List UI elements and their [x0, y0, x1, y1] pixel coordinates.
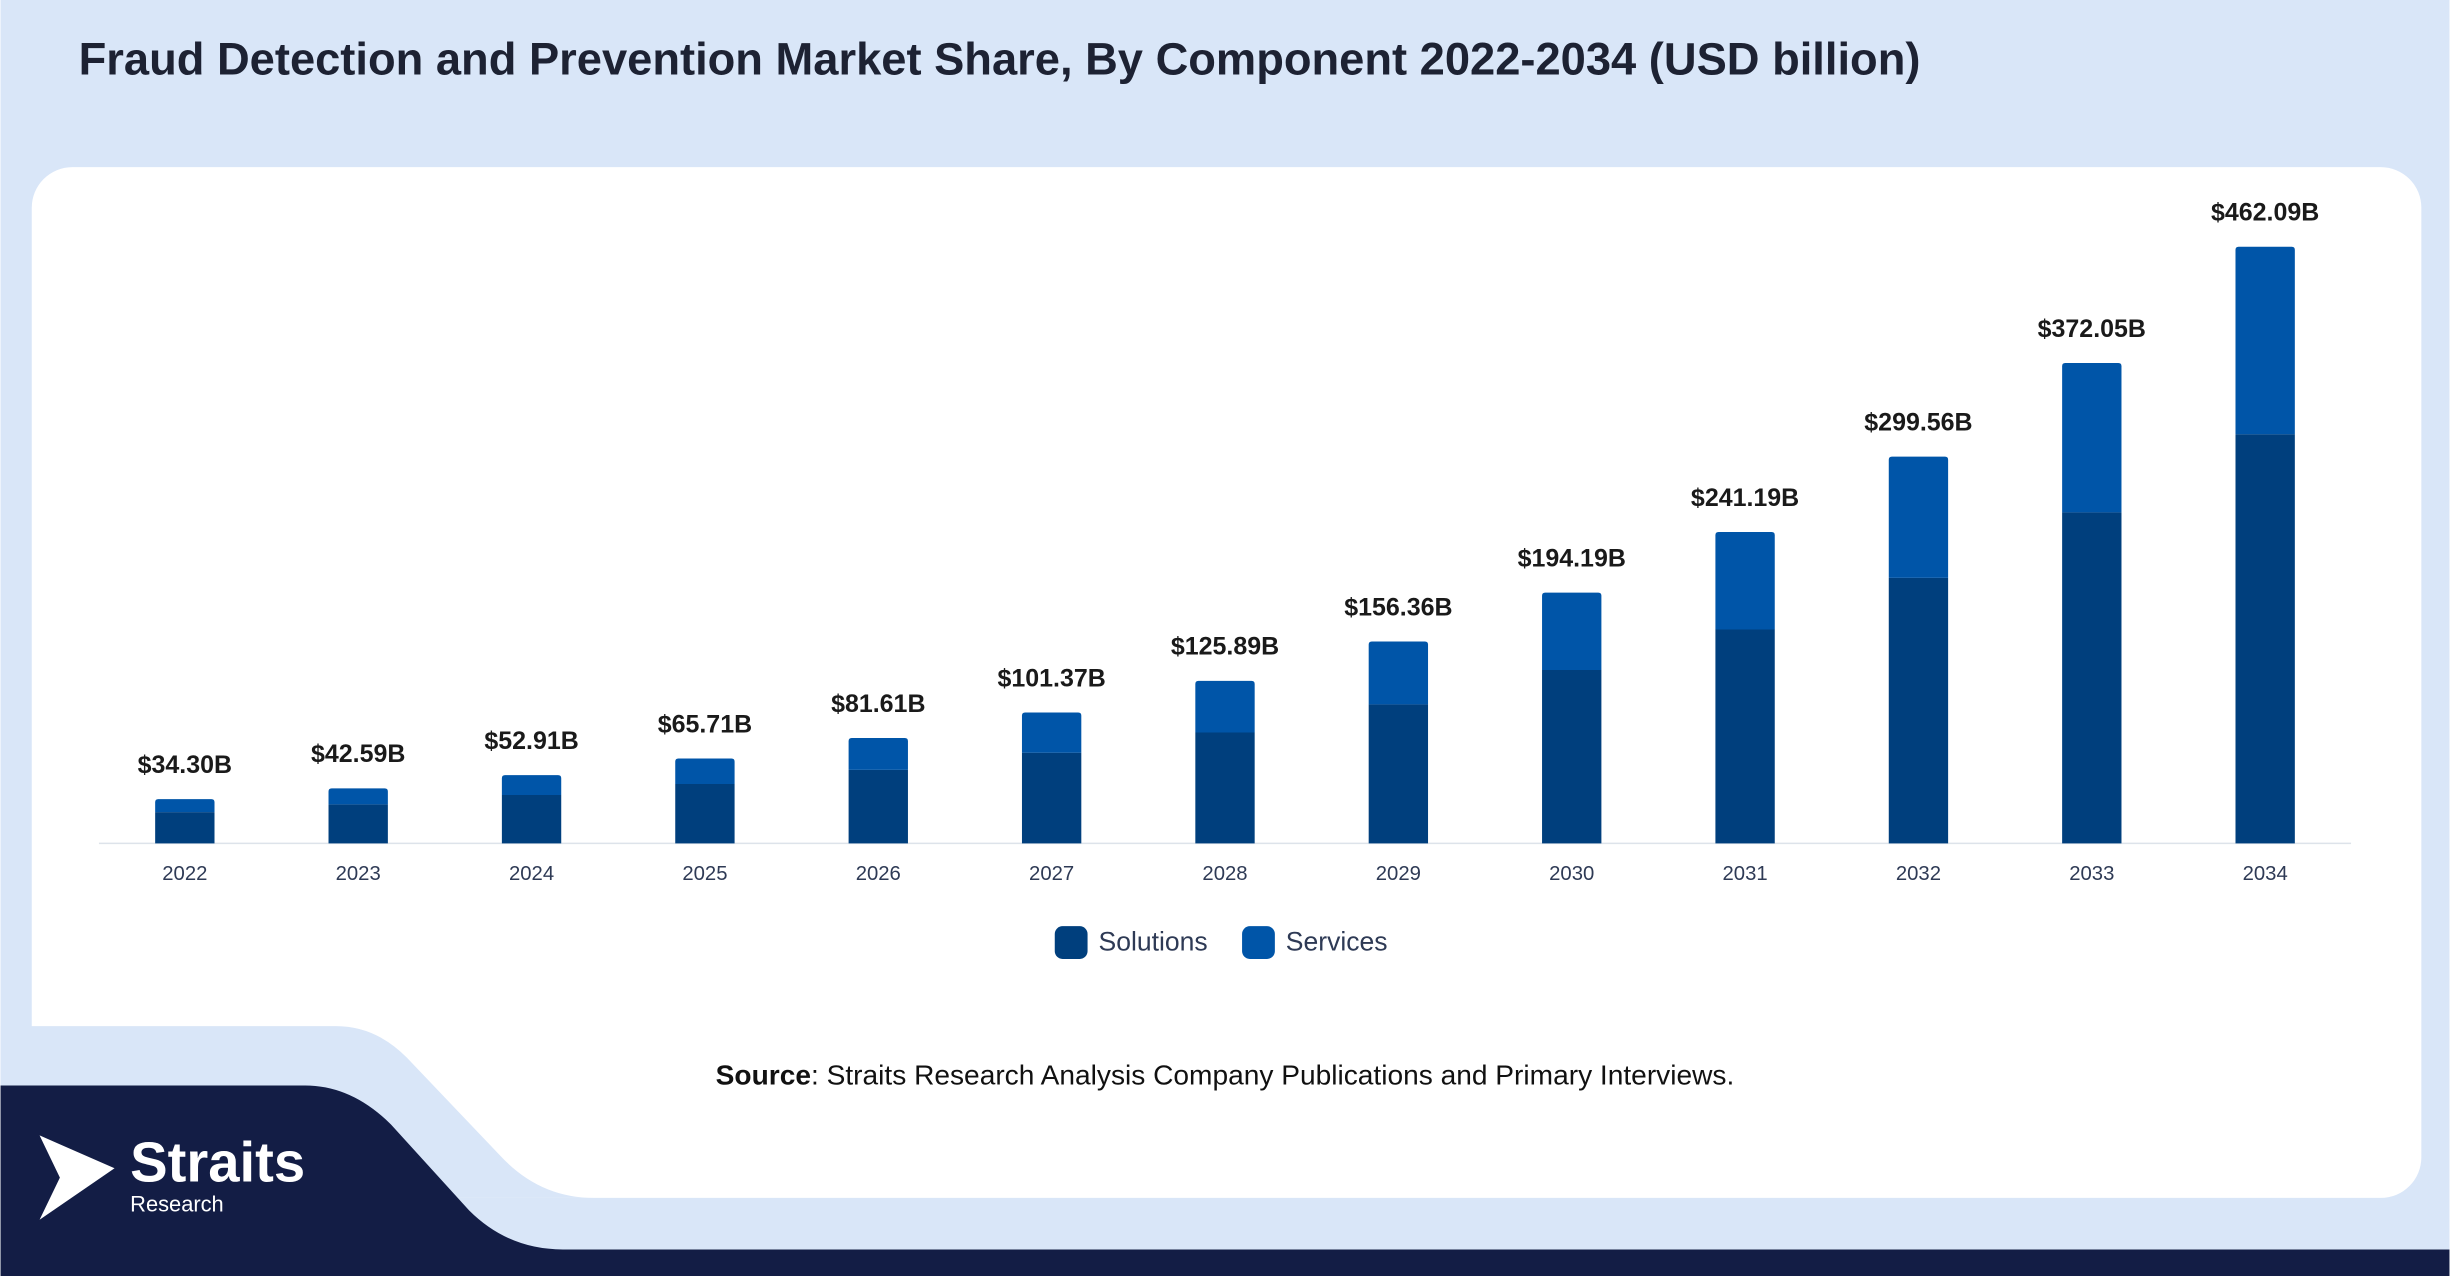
x-tick-label: 2027 [1029, 863, 1074, 885]
x-tick-label: 2024 [509, 863, 554, 885]
x-tick-label: 2022 [162, 863, 207, 885]
bar-segment [155, 812, 215, 844]
legend-swatch [1054, 926, 1088, 959]
x-tick-label: 2028 [1202, 863, 1247, 885]
total-label: $462.09B [2211, 199, 2319, 227]
bar-segment [848, 738, 908, 770]
bar-segment [675, 758, 735, 784]
source: Source: Straits Research Analysis Compan… [716, 1060, 1735, 1091]
bar-segment [328, 804, 388, 844]
x-tick-label: 2029 [1376, 863, 1421, 885]
bar-segment [1021, 752, 1082, 844]
footer [0, 1085, 2450, 1276]
x-tick-label: 2025 [682, 863, 727, 885]
logo-icon [39, 1135, 115, 1220]
total-label: $42.59B [311, 740, 405, 768]
bar-segment [1021, 712, 1082, 753]
bar-segment [155, 799, 215, 813]
legend-label: Services [1286, 926, 1388, 956]
bar-segment [848, 769, 908, 844]
total-label: $101.37B [997, 664, 1105, 692]
total-label: $372.05B [2038, 315, 2146, 343]
total-label: $65.71B [658, 710, 752, 738]
bar-segment [1888, 456, 1949, 578]
bar-segment [1195, 732, 1255, 844]
bar-segment [1715, 629, 1775, 844]
x-tick-label: 2033 [2069, 863, 2114, 885]
x-tick-label: 2023 [336, 863, 381, 885]
legend-swatch [1242, 926, 1275, 959]
bar-segment [1542, 592, 1602, 670]
legend-label: Solutions [1098, 926, 1207, 956]
bar-segment [328, 788, 388, 805]
bar-segment [2062, 363, 2122, 513]
bar-segment [2062, 512, 2122, 844]
x-tick-label: 2032 [1896, 863, 1941, 885]
logo-sub: Research [130, 1191, 224, 1216]
bar-segment [675, 783, 735, 844]
total-label: $81.61B [831, 690, 925, 718]
bar-segment [1368, 641, 1429, 705]
source-text: : Straits Research Analysis Company Publ… [811, 1060, 1734, 1091]
chart-title: Fraud Detection and Prevention Market Sh… [79, 33, 1921, 84]
bar-segment [1195, 680, 1255, 733]
total-label: $125.89B [1171, 633, 1279, 661]
bar-segment [501, 775, 562, 795]
bar-segment [1368, 704, 1429, 844]
logo-name: Straits [130, 1131, 305, 1194]
total-label: $52.91B [484, 727, 578, 755]
bar-segment [1888, 577, 1949, 844]
bar-segment [2235, 434, 2295, 844]
x-tick-label: 2030 [1549, 863, 1594, 885]
total-label: $34.30B [138, 751, 232, 779]
total-label: $299.56B [1864, 408, 1972, 436]
bar-segment [1715, 531, 1775, 630]
x-tick-label: 2031 [1723, 863, 1768, 885]
bar-segment [501, 794, 562, 844]
x-tick-label: 2026 [856, 863, 901, 885]
bar-segment [1542, 669, 1602, 844]
total-label: $156.36B [1344, 593, 1452, 621]
total-label: $194.19B [1518, 544, 1626, 572]
total-label: $241.19B [1691, 484, 1799, 512]
source-label: Source [716, 1060, 811, 1091]
bar-segment [2235, 246, 2295, 435]
x-tick-label: 2034 [2243, 863, 2288, 885]
